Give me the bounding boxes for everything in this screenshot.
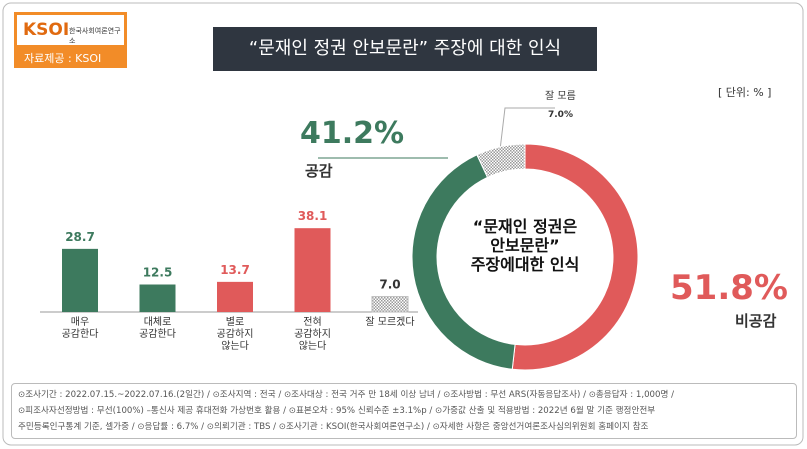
leader: [499, 107, 555, 151]
value-label: 7.0: [379, 278, 400, 292]
value-label: 38.1: [298, 209, 328, 223]
value-label: 51.8%: [670, 268, 788, 308]
footer: ⊙조사기간 : 2022.07.15.~2022.07.16.(2일간) / ⊙…: [18, 387, 674, 435]
logo-box: KSOI 한국사회여론연구소 자료제공 : KSOI: [14, 12, 127, 68]
value-label: 28.7: [65, 230, 95, 244]
legend-label: 공감: [305, 162, 333, 180]
x-tick-label: 잘 모르겠다: [365, 317, 415, 328]
value-label: 12.5: [143, 266, 173, 280]
legend-label: 비공감: [735, 312, 777, 330]
logo-inner: KSOI 한국사회여론연구소: [17, 15, 124, 45]
x-tick-label: 전혀 공감하지 않는다: [294, 317, 331, 352]
value-label: 41.2%: [300, 116, 405, 151]
legend-label: 잘 모름: [545, 91, 576, 102]
logo-sub: 한국사회여론연구소: [69, 27, 121, 45]
bar: [371, 296, 409, 313]
x-tick-label: 별로 공감하지 않는다: [216, 317, 254, 352]
unit: [ 단위: % ]: [718, 86, 772, 99]
bar: [139, 284, 176, 312]
title: “문재인 정권 안보문란” 주장에 대한 인식: [213, 27, 597, 71]
pie-slice: [511, 143, 639, 371]
logo: KSOI: [23, 20, 70, 40]
footer-line: ⊙피조사자선정방법 : 무선(100%) –통신사 제공 휴대전화 가상번호 활…: [18, 406, 656, 416]
source: 자료제공 : KSOI: [24, 52, 102, 65]
bar: [217, 281, 253, 312]
x-tick-label: 매우 공감한다: [61, 317, 99, 340]
pie-title: “문재인 정권은 안보문란” 주장에대한 인식: [470, 217, 580, 275]
x-tick-label: 대체로 공감한다: [139, 317, 176, 340]
pie-slice: [476, 143, 526, 179]
value-label: 13.7: [220, 263, 250, 277]
bar: [294, 228, 331, 312]
footer-line: ⊙조사기간 : 2022.07.15.~2022.07.16.(2일간) / ⊙…: [18, 390, 675, 400]
value-label: 7.0%: [548, 110, 573, 120]
footer-box: ⊙조사기간 : 2022.07.15.~2022.07.16.(2일간) / ⊙…: [11, 383, 797, 439]
bar: [62, 248, 98, 312]
footer-line: 주민등록인구통계 기준, 셀가중 / ⊙응답률 : 6.7% / ⊙의뢰기관 :…: [18, 422, 649, 432]
